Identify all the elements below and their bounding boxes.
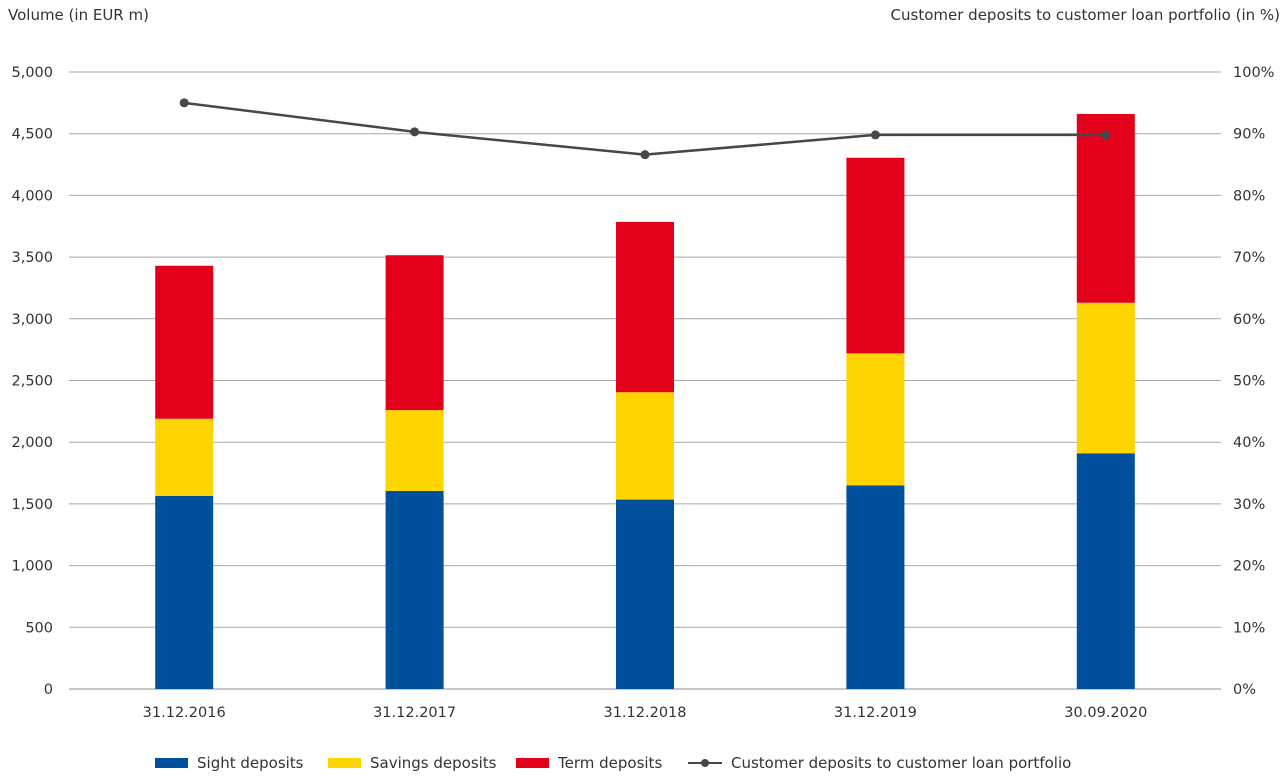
ratio-point [870, 130, 880, 140]
y-tick-label: 500 [25, 620, 53, 636]
left-axis-title: Volume (in EUR m) [8, 6, 149, 24]
x-tick-label: 31.12.2018 [603, 705, 686, 721]
y2-tick-label: 0% [1233, 682, 1256, 698]
x-tick-label: 31.12.2019 [834, 705, 917, 721]
bar-sight-deposits [616, 499, 674, 689]
y-tick-label: 0 [44, 682, 53, 698]
legend-label-term: Term deposits [558, 754, 663, 772]
legend-item-savings: Savings deposits [328, 754, 497, 772]
ratio-line [184, 101, 1106, 156]
y-tick-label: 2,000 [11, 435, 53, 451]
y-tick-label: 2,500 [11, 374, 53, 390]
bar-term-deposits [616, 221, 674, 393]
bar-term-deposits [385, 255, 444, 411]
y-tick-label: 4,000 [11, 188, 53, 204]
legend: Sight deposits Savings deposits Term dep… [0, 754, 1288, 776]
y2-tick-label: 30% [1233, 497, 1265, 513]
bar-sight-deposits [385, 490, 444, 689]
bar-term-deposits [155, 265, 214, 419]
legend-label-sight: Sight deposits [197, 754, 304, 772]
bar-term-deposits [846, 157, 905, 354]
y2-tick-label: 20% [1233, 559, 1265, 575]
y2-tick-label: 40% [1233, 435, 1265, 451]
y-tick-label: 4,500 [11, 127, 53, 143]
legend-swatch-savings [328, 758, 361, 768]
y2-tick-label: 10% [1233, 620, 1265, 636]
bar-savings-deposits [616, 392, 674, 500]
y2-tick-label: 50% [1233, 374, 1265, 390]
y2-tick-label: 90% [1233, 127, 1265, 143]
ratio-point [640, 150, 650, 160]
y-tick-label: 5,000 [11, 65, 53, 81]
legend-item-sight: Sight deposits [155, 754, 304, 772]
bar-savings-deposits [155, 418, 214, 496]
y-tick-label: 3,500 [11, 250, 53, 266]
bar-savings-deposits [846, 353, 905, 486]
x-tick-label: 31.12.2017 [373, 705, 456, 721]
legend-label-savings: Savings deposits [370, 754, 497, 772]
x-tick-label: 31.12.2016 [143, 705, 226, 721]
right-axis-title: Customer deposits to customer loan portf… [890, 6, 1280, 24]
bar-term-deposits [1076, 113, 1135, 303]
legend-swatch-sight [155, 758, 188, 768]
y2-tick-label: 100% [1233, 65, 1274, 81]
y-tick-label: 1,000 [11, 559, 53, 575]
bar-sight-deposits [1076, 453, 1135, 689]
bar-sight-deposits [846, 485, 905, 689]
ratio-point [179, 98, 189, 108]
legend-swatch-term [516, 758, 549, 768]
y2-tick-label: 60% [1233, 312, 1265, 328]
y2-tick-label: 80% [1233, 188, 1265, 204]
legend-item-term: Term deposits [516, 754, 662, 772]
x-tick-label: 30.09.2020 [1064, 705, 1147, 721]
legend-swatch-ratio [688, 758, 722, 768]
bar-savings-deposits [1076, 302, 1135, 454]
bar-savings-deposits [385, 410, 444, 491]
y-tick-label: 1,500 [11, 497, 53, 513]
stacked-bar-line-chart: 0 500 1,000 1,500 2,000 2,500 3,000 3,500 4,000 4… [11, 65, 1274, 721]
ratio-point [1101, 130, 1111, 140]
y2-tick-label: 70% [1233, 250, 1265, 266]
ratio-point [410, 127, 420, 137]
bar-sight-deposits [155, 495, 214, 689]
legend-item-ratio: Customer deposits to customer loan portf… [688, 754, 1071, 772]
y-tick-label: 3,000 [11, 312, 53, 328]
legend-label-ratio: Customer deposits to customer loan portf… [731, 754, 1072, 772]
